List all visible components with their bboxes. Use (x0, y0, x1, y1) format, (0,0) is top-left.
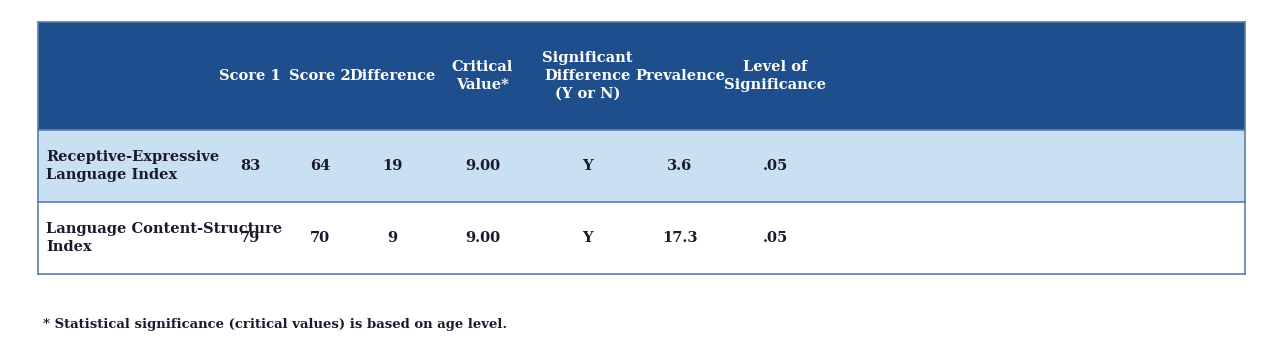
Bar (38, 22, 1245, 130)
Text: Score 2: Score 2 (289, 69, 351, 83)
Text: 9: 9 (388, 231, 398, 245)
Text: 3.6: 3.6 (667, 159, 692, 173)
Bar (38, 130, 1245, 202)
Text: Difference: Difference (349, 69, 435, 83)
Bar (38, 202, 1245, 274)
Text: 70: 70 (310, 231, 330, 245)
Text: 9.00: 9.00 (465, 159, 500, 173)
Text: 9.00: 9.00 (465, 231, 500, 245)
Text: Level of
Significance: Level of Significance (724, 60, 826, 92)
Text: Y: Y (582, 159, 593, 173)
Text: 83: 83 (239, 159, 260, 173)
Text: Y: Y (582, 231, 593, 245)
Text: 64: 64 (310, 159, 330, 173)
Text: Significant
Difference
(Y or N): Significant Difference (Y or N) (543, 51, 632, 101)
Text: Receptive-Expressive
Language Index: Receptive-Expressive Language Index (46, 150, 219, 182)
Text: Prevalence: Prevalence (635, 69, 724, 83)
Text: * Statistical significance (critical values) is based on age level.: * Statistical significance (critical val… (44, 318, 507, 331)
Text: Score 1: Score 1 (219, 69, 280, 83)
Text: 79: 79 (239, 231, 260, 245)
Text: Language Content-Structure
Index: Language Content-Structure Index (46, 222, 282, 254)
Text: Critical
Value*: Critical Value* (452, 60, 513, 92)
Text: 17.3: 17.3 (662, 231, 698, 245)
Text: .05: .05 (763, 231, 787, 245)
Text: .05: .05 (763, 159, 787, 173)
Text: 19: 19 (383, 159, 403, 173)
